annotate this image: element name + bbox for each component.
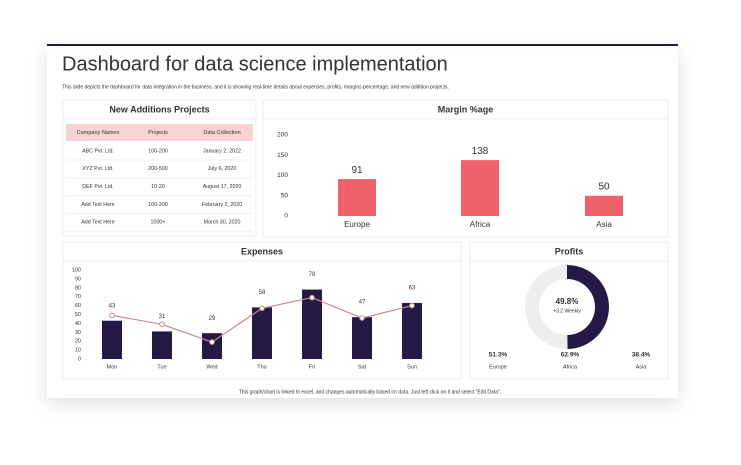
y-tick-label: 40 bbox=[75, 321, 81, 327]
value-label: 78 bbox=[309, 272, 316, 278]
panel-title: Margin %age bbox=[438, 104, 494, 114]
subtitle: This slide depicts the dashboard for dat… bbox=[62, 84, 449, 90]
table-cell: Add Text Here bbox=[81, 220, 115, 226]
y-tick-label: 20 bbox=[75, 339, 81, 345]
bar bbox=[352, 317, 372, 359]
table-cell: 100-200 bbox=[148, 202, 167, 208]
y-tick-label: 60 bbox=[75, 303, 81, 309]
line-point bbox=[109, 312, 115, 319]
table-cell: March 30, 2020 bbox=[204, 220, 241, 226]
bar bbox=[102, 320, 122, 359]
y-tick-label: 10 bbox=[75, 348, 81, 354]
table-cell: ABC Pvt. Ltd. bbox=[82, 148, 114, 154]
x-tick-label: Thu bbox=[257, 364, 266, 370]
y-tick-label: 200 bbox=[277, 132, 288, 139]
donut-segment bbox=[567, 265, 609, 349]
stat-label: Europe bbox=[489, 364, 507, 370]
value-label: 91 bbox=[351, 165, 363, 176]
y-tick-label: 0 bbox=[78, 356, 81, 362]
line-point bbox=[309, 294, 315, 301]
bar bbox=[585, 195, 623, 216]
value-label: 138 bbox=[472, 146, 489, 157]
value-label: 31 bbox=[159, 314, 166, 320]
x-tick-label: Europe bbox=[344, 220, 370, 229]
table-cell: DEF Pvt. Ltd. bbox=[82, 184, 114, 190]
stat-value: 62.9% bbox=[561, 352, 580, 359]
y-tick-label: 100 bbox=[72, 267, 81, 273]
stat-value: 38.4% bbox=[632, 352, 651, 359]
donut-value: 49.8% bbox=[556, 297, 579, 306]
donut-note: +3.2 Weekly bbox=[553, 308, 581, 314]
value-label: 29 bbox=[209, 316, 216, 322]
stat-value: 51.3% bbox=[489, 352, 508, 359]
y-tick-label: 50 bbox=[75, 312, 81, 318]
table-header-bg bbox=[66, 124, 253, 141]
y-tick-label: 50 bbox=[281, 192, 289, 199]
table-cell: Add Text Here bbox=[81, 202, 115, 208]
x-tick-label: Africa bbox=[470, 220, 491, 229]
value-label: 43 bbox=[109, 303, 116, 309]
bar bbox=[402, 302, 422, 359]
table-cell: 100-200 bbox=[148, 148, 167, 154]
bar bbox=[302, 289, 322, 359]
stat-label: Asia bbox=[636, 364, 648, 370]
y-tick-label: 90 bbox=[75, 276, 81, 282]
table-cell: January 2, 2022 bbox=[203, 148, 241, 154]
y-tick-label: 150 bbox=[277, 152, 288, 159]
top-border bbox=[47, 44, 678, 46]
bar bbox=[202, 333, 222, 359]
bar bbox=[152, 331, 172, 359]
table-cell: XYZ Pvt. Ltd. bbox=[82, 166, 113, 172]
y-tick-label: 30 bbox=[75, 330, 81, 336]
table-cell: August 17, 2020 bbox=[203, 184, 242, 190]
table-header: Data Collection bbox=[203, 130, 240, 136]
y-tick-label: 70 bbox=[75, 294, 81, 300]
title: Dashboard for data science implementatio… bbox=[62, 53, 448, 75]
bar bbox=[252, 307, 272, 359]
line-point bbox=[209, 339, 215, 345]
stat-label: Africa bbox=[563, 364, 578, 370]
line-point bbox=[159, 321, 165, 328]
line-point bbox=[409, 302, 415, 309]
bar bbox=[338, 179, 376, 216]
value-label: 58 bbox=[259, 290, 266, 296]
table-cell: July 6, 2020 bbox=[208, 166, 237, 172]
table-cell: 1000+ bbox=[151, 220, 166, 226]
table-cell: 10-20 bbox=[151, 184, 165, 190]
value-label: 47 bbox=[359, 300, 366, 306]
x-tick-label: Sun bbox=[407, 364, 417, 370]
x-tick-label: Mon bbox=[107, 364, 118, 370]
x-tick-label: Tue bbox=[157, 364, 166, 370]
bar bbox=[461, 160, 499, 216]
y-tick-label: 0 bbox=[284, 213, 288, 220]
x-tick-label: Asia bbox=[596, 220, 612, 229]
y-tick-label: 100 bbox=[277, 172, 288, 179]
x-tick-label: Sat bbox=[358, 364, 367, 370]
footer: This graph/chart is linked to excel, and… bbox=[239, 389, 501, 395]
profits-panel bbox=[469, 241, 669, 380]
line-point bbox=[259, 305, 265, 312]
panel-title: Expenses bbox=[241, 246, 283, 256]
panel-title: Profits bbox=[555, 246, 584, 256]
x-tick-label: Wed bbox=[206, 364, 217, 370]
value-label: 63 bbox=[409, 286, 416, 292]
table-header: Company Names bbox=[77, 130, 120, 136]
line-point bbox=[359, 315, 365, 321]
panel-title: New Additions Projects bbox=[109, 104, 209, 114]
x-tick-label: Fri bbox=[309, 364, 315, 370]
table-cell: 200-500 bbox=[148, 166, 167, 172]
y-tick-label: 80 bbox=[75, 285, 81, 291]
table-header: Projects bbox=[148, 130, 168, 136]
value-label: 50 bbox=[598, 181, 610, 192]
table-cell: February 2, 2020 bbox=[202, 202, 242, 208]
